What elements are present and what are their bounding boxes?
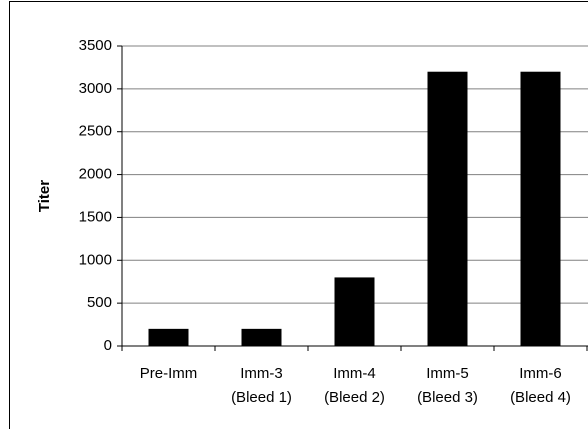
- x-tick-label: Pre-Imm: [140, 365, 198, 382]
- x-tick-label: Imm-3: [240, 365, 283, 382]
- y-tick-label: 3500: [79, 37, 112, 54]
- x-tick-label: (Bleed 3): [417, 389, 478, 406]
- y-tick-label: 1000: [79, 251, 112, 268]
- page: Titer 0 500 1000 1500 2000 2500 3000 3500 Pre-Im…: [0, 0, 588, 429]
- bar: [521, 72, 561, 346]
- chart: Titer 0 500 1000 1500 2000 2500 3000 3500 Pre-Im…: [0, 0, 588, 429]
- y-tick-label: 1500: [79, 208, 112, 225]
- y-tick-label: 2500: [79, 123, 112, 140]
- y-tick-label: 0: [104, 337, 112, 354]
- bar: [335, 277, 375, 346]
- y-axis-title: Titer: [36, 180, 53, 212]
- bar: [428, 72, 468, 346]
- x-tick-label: (Bleed 4): [510, 389, 571, 406]
- bar: [149, 329, 189, 346]
- x-tick-label: Imm-4: [333, 365, 376, 382]
- x-tick-label: Imm-6: [519, 365, 562, 382]
- y-tick-label: 2000: [79, 166, 112, 183]
- x-tick-label: (Bleed 1): [231, 389, 292, 406]
- y-tick-label: 500: [87, 294, 112, 311]
- x-tick-label: Imm-5: [426, 365, 469, 382]
- bar: [242, 329, 282, 346]
- y-tick-label: 3000: [79, 80, 112, 97]
- x-tick-label: (Bleed 2): [324, 389, 385, 406]
